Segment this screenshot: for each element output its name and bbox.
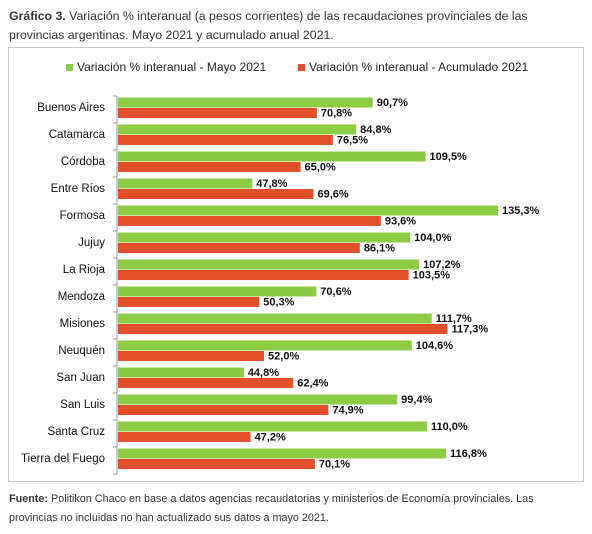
bar-mayo xyxy=(118,313,432,324)
data-label-mayo: 90,7% xyxy=(377,97,408,109)
data-label-acumulado: 76,5% xyxy=(337,135,368,147)
bar-mayo xyxy=(118,421,427,432)
bar-mayo xyxy=(118,178,253,189)
category-label: Formosa xyxy=(60,210,106,222)
bar-mayo xyxy=(118,97,373,108)
category-label: San Luis xyxy=(60,399,105,411)
bar-mayo xyxy=(118,286,317,297)
category-label: Santa Cruz xyxy=(47,426,105,438)
bar-mayo xyxy=(118,232,411,243)
data-label-mayo: 107,2% xyxy=(423,259,461,271)
data-label-acumulado: 62,4% xyxy=(297,378,328,390)
data-label-acumulado: 65,0% xyxy=(305,162,336,174)
bar-mayo xyxy=(118,259,420,270)
data-label-mayo: 116,8% xyxy=(450,448,487,460)
bar-acumulado xyxy=(118,189,314,199)
category-label: La Rioja xyxy=(63,264,106,276)
data-label-mayo: 135,3% xyxy=(502,205,540,217)
bar-mayo xyxy=(118,340,412,351)
bar-mayo xyxy=(118,124,357,135)
bar-mayo xyxy=(118,394,398,405)
category-label: Entre Ríos xyxy=(51,183,106,195)
source-prefix: Fuente: xyxy=(9,493,48,505)
bar-acumulado xyxy=(118,108,317,118)
data-label-acumulado: 47,2% xyxy=(255,432,286,444)
data-label-acumulado: 117,3% xyxy=(451,324,488,336)
legend-swatch-0 xyxy=(66,64,73,71)
legend-label-1: Variación % interanual - Acumulado 2021 xyxy=(309,60,529,74)
bar-acumulado xyxy=(118,297,260,307)
figure-caption: Gráfico 3. Variación % interanual (a pes… xyxy=(9,7,583,45)
data-label-acumulado: 103,5% xyxy=(413,270,451,282)
data-label-mayo: 110,0% xyxy=(431,421,468,433)
bar-acumulado xyxy=(118,378,294,388)
legend-swatch-1 xyxy=(298,64,305,71)
data-label-acumulado: 69,6% xyxy=(317,189,348,201)
data-label-mayo: 47,8% xyxy=(256,178,287,190)
source-note: Fuente: Politikon Chaco en base a datos … xyxy=(9,490,585,528)
data-label-acumulado: 86,1% xyxy=(364,243,395,255)
data-label-mayo: 99,4% xyxy=(401,394,432,406)
bar-mayo xyxy=(118,151,426,162)
category-label: Jujuy xyxy=(78,237,105,249)
bar-acumulado xyxy=(118,270,409,280)
category-label: Mendoza xyxy=(58,291,106,303)
data-label-mayo: 84,8% xyxy=(360,124,391,136)
data-label-acumulado: 74,9% xyxy=(332,405,363,417)
bar-acumulado xyxy=(118,459,315,469)
bar-acumulado xyxy=(118,324,448,334)
data-label-acumulado: 52,0% xyxy=(268,351,299,363)
data-label-acumulado: 93,6% xyxy=(385,216,416,228)
category-label: Neuquén xyxy=(58,345,105,357)
bar-acumulado xyxy=(118,216,381,226)
data-label-mayo: 111,7% xyxy=(436,313,472,325)
data-label-acumulado: 70,1% xyxy=(319,459,350,471)
data-label-acumulado: 50,3% xyxy=(263,297,294,309)
caption-prefix: Gráfico 3. xyxy=(9,9,66,23)
category-label: Córdoba xyxy=(61,156,106,168)
category-label: Buenos Aires xyxy=(37,102,105,114)
bar-mayo xyxy=(118,367,244,378)
caption-text: Variación % interanual (a pesos corrient… xyxy=(9,9,528,42)
category-label: Catamarca xyxy=(49,129,106,141)
category-label: Tierra del Fuego xyxy=(21,453,105,465)
bar-acumulado xyxy=(118,162,301,172)
data-label-mayo: 104,0% xyxy=(414,232,452,244)
data-label-acumulado: 70,8% xyxy=(321,108,352,120)
bar-acumulado xyxy=(118,432,251,442)
source-text: Politikon Chaco en base a datos agencias… xyxy=(9,493,534,524)
bar-acumulado xyxy=(118,135,333,145)
legend-label-0: Variación % interanual - Mayo 2021 xyxy=(77,60,267,74)
data-label-mayo: 104,6% xyxy=(416,340,454,352)
bar-mayo xyxy=(118,205,498,216)
data-label-mayo: 70,6% xyxy=(320,286,351,298)
bar-acumulado xyxy=(118,351,265,361)
data-label-mayo: 109,5% xyxy=(430,151,468,163)
bar-acumulado xyxy=(118,405,329,415)
data-label-mayo: 44,8% xyxy=(248,367,279,379)
bar-acumulado xyxy=(118,243,360,253)
category-label: San Juan xyxy=(56,372,105,384)
category-label: Misiones xyxy=(60,318,106,330)
bar-mayo xyxy=(118,448,447,459)
